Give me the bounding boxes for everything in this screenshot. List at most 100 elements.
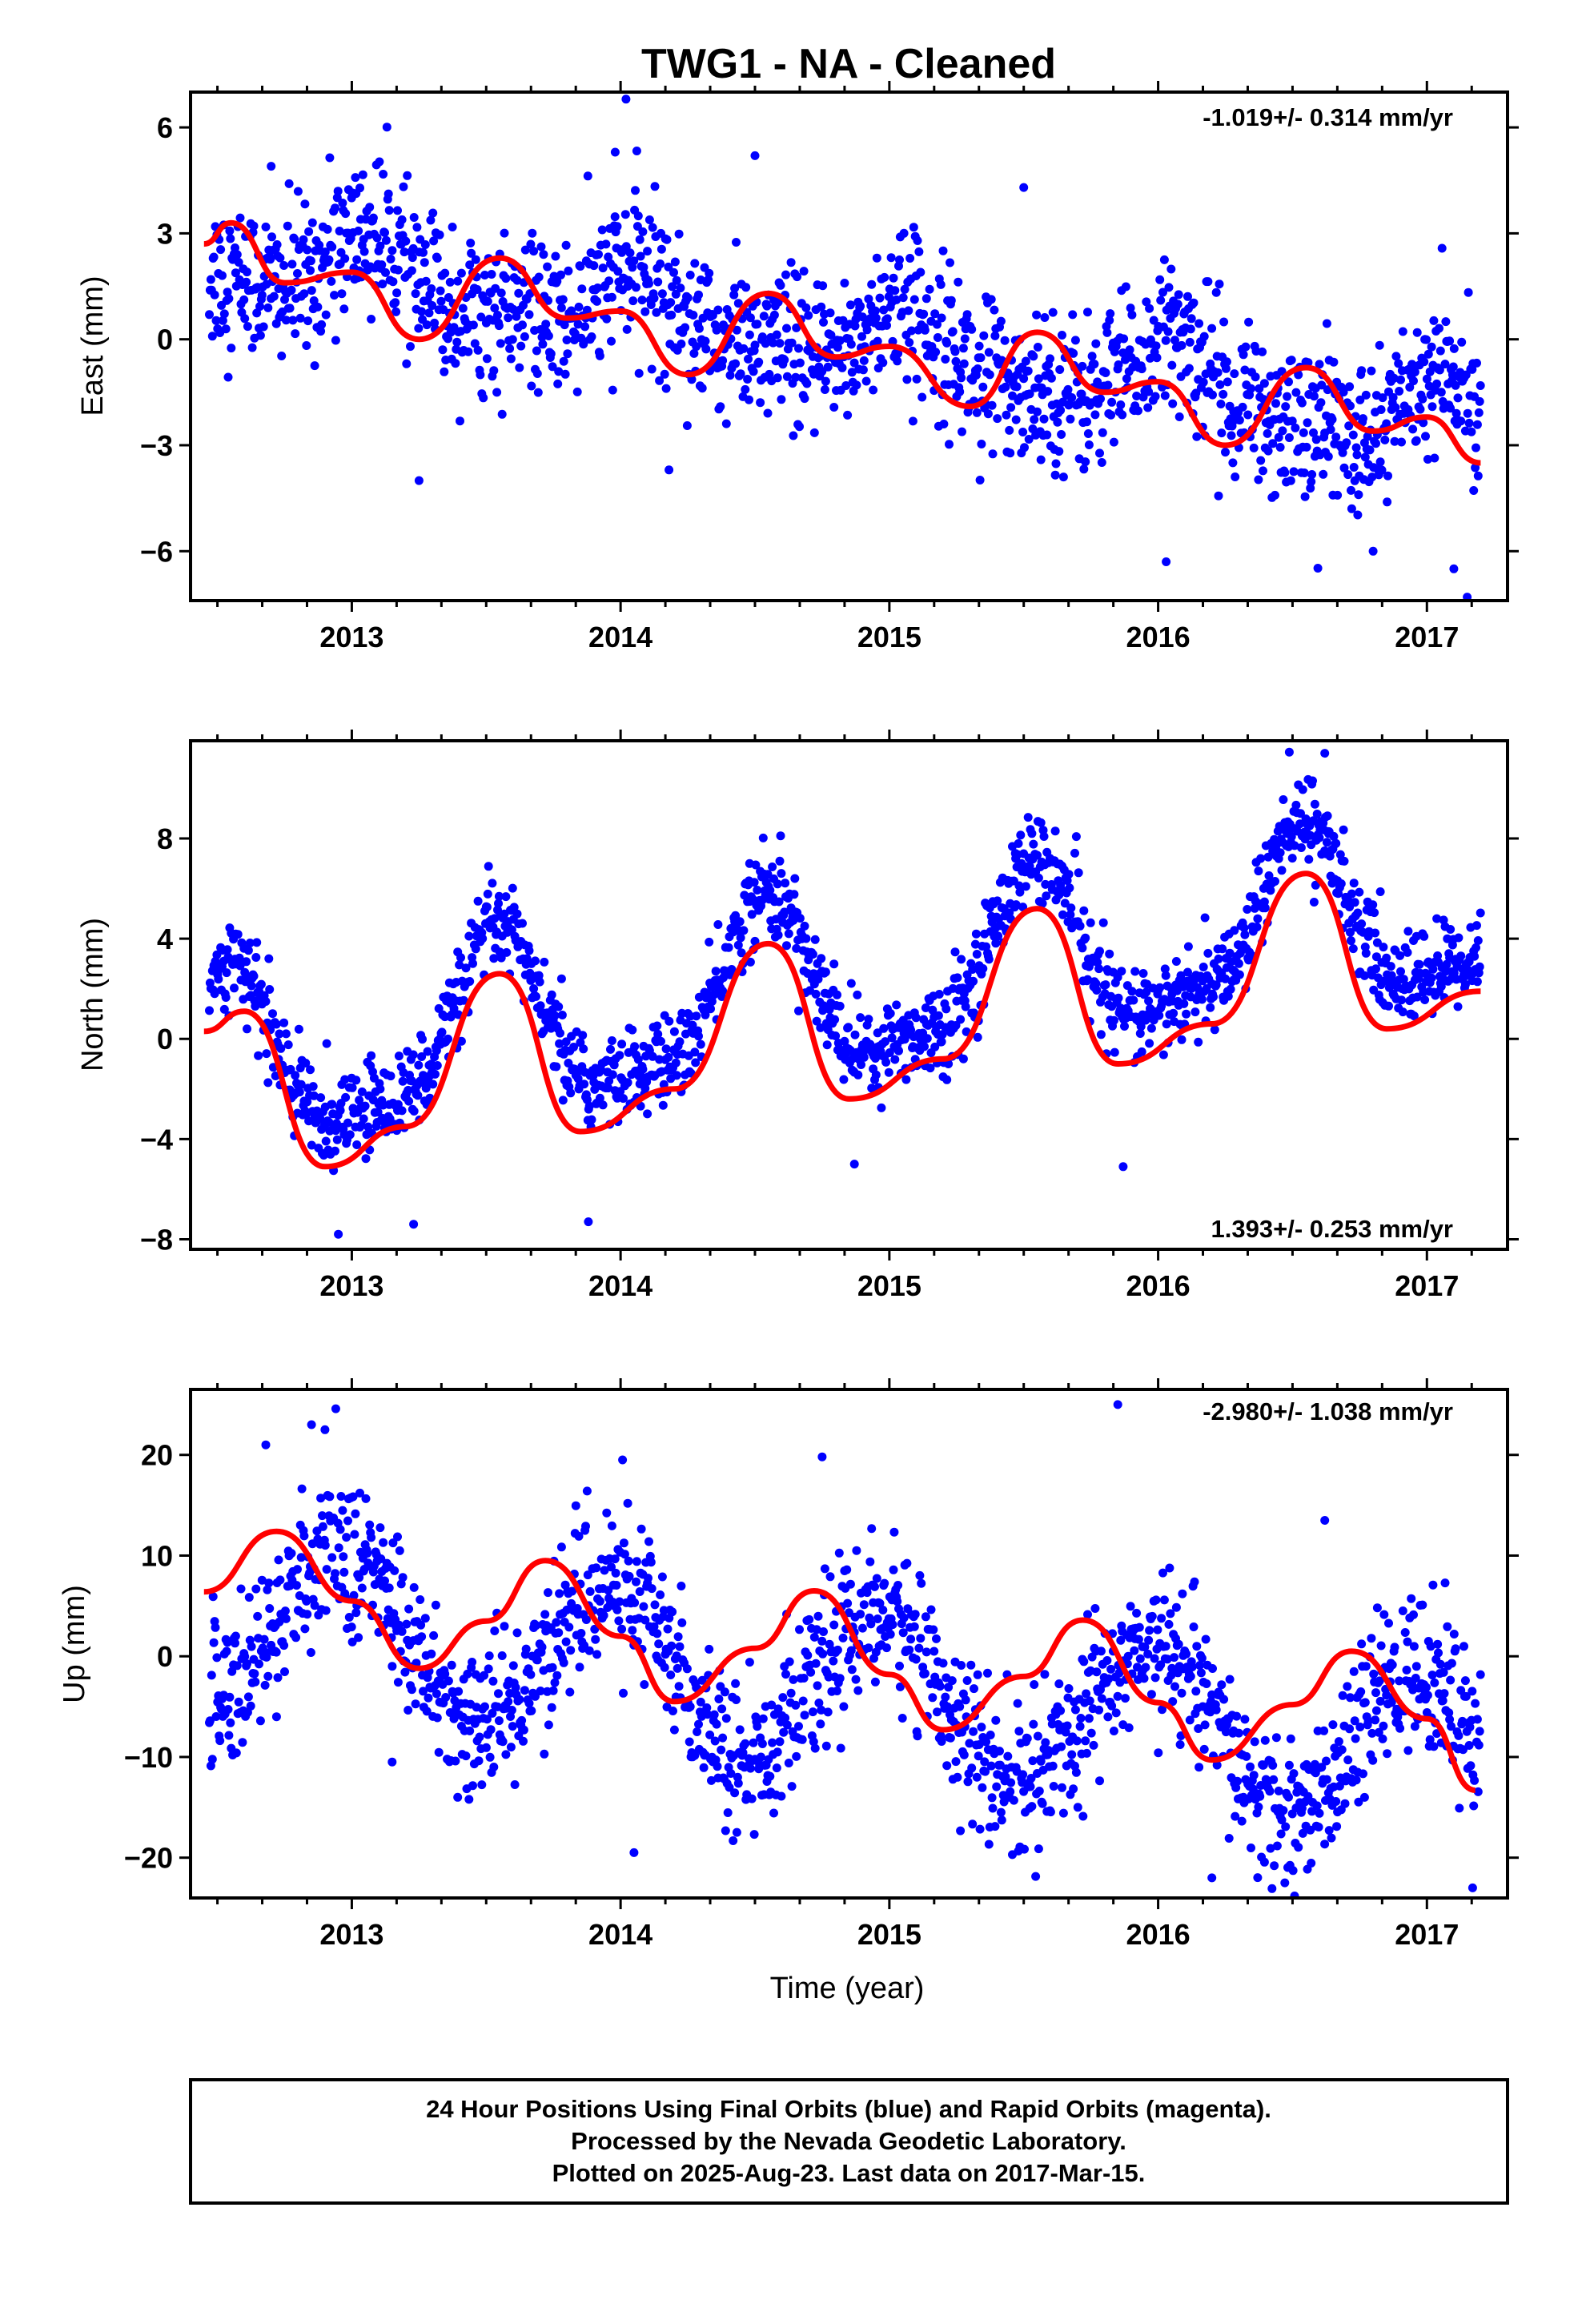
east-point [379,170,388,179]
east-point [1152,353,1162,363]
up-point [789,1675,798,1684]
east-point [972,408,982,417]
up-point [942,1761,952,1771]
north-point [1296,843,1306,852]
east-point [745,395,753,404]
east-point [242,277,251,287]
up-point [632,1557,641,1566]
north-point [531,956,540,966]
north-point [1065,883,1074,893]
east-point [365,203,375,212]
north-point [1256,854,1266,863]
up-point [416,1595,425,1604]
east-point [267,232,276,242]
east-point [527,381,536,391]
up-point [640,1615,650,1625]
up-point [674,1682,684,1691]
north-point [1336,879,1346,888]
north-point [532,991,540,1001]
east-point [476,370,485,380]
east-point [1186,324,1195,334]
east-point [306,266,315,275]
east-point [634,368,644,378]
up-point [316,1494,326,1503]
east-point [239,295,249,304]
north-point [1036,818,1046,827]
east-point [1199,377,1208,387]
up-point [644,1574,652,1583]
up-point [808,1707,817,1717]
up-point [773,1747,782,1757]
east-point [873,336,882,346]
east-point [1339,388,1348,397]
up-point [463,1669,472,1679]
east-point [508,304,518,314]
east-point [464,347,473,356]
up-point [1175,1740,1185,1749]
east-point [867,279,877,289]
east-point [536,242,546,251]
up-point [628,1626,637,1635]
east-point [205,310,214,320]
east-point [930,309,940,319]
north-point [432,1061,442,1070]
up-point [1006,1787,1015,1796]
east-point [631,186,640,195]
east-point [743,375,753,384]
north-point [906,1025,916,1035]
north-point [1384,1001,1393,1011]
up-point [342,1533,351,1542]
up-point [1250,1737,1259,1747]
north-point [713,920,723,929]
up-point [1225,1675,1235,1684]
up-point [1361,1662,1371,1671]
north-point [1145,1039,1154,1048]
east-point [1020,443,1029,452]
up-point [709,1710,719,1719]
north-point [1210,1025,1219,1035]
north-point [881,1037,890,1047]
north-point [801,934,811,943]
east-outlier-point [1449,564,1459,573]
east-point [1319,469,1328,479]
up-point [512,1628,522,1638]
east-point [1475,396,1484,406]
east-point [1103,380,1113,390]
up-point [829,1656,838,1666]
up-point [404,1706,413,1715]
east-point [538,340,548,349]
up-point [355,1488,364,1498]
up-point [336,1492,346,1501]
east-outlier-point [665,465,674,475]
north-point [911,1013,921,1023]
up-point [1355,1723,1365,1731]
east-point [705,268,714,278]
up-point [322,1565,331,1574]
north-point [1287,854,1297,863]
north-point [884,1068,893,1077]
up-point [1390,1642,1399,1652]
north-point [829,959,839,969]
up-point [738,1748,748,1758]
north-point [296,1080,306,1089]
east-point [983,409,993,419]
up-point [1022,1734,1032,1743]
north-point [711,967,721,976]
east-point [1423,455,1432,464]
east-point [1118,410,1127,420]
up-point [1081,1736,1090,1746]
north-point [969,976,978,986]
east-x-tick-label: 2013 [319,621,383,653]
up-point [921,1647,931,1657]
east-point [438,345,448,355]
north-point [573,1074,583,1084]
north-point [879,1023,889,1033]
up-point [1058,1783,1066,1792]
north-point [664,1052,673,1062]
east-point [435,230,444,239]
east-point [479,393,488,403]
up-point [991,1715,1001,1725]
up-point [416,1620,426,1630]
north-point [1094,964,1104,974]
east-point [960,334,970,344]
